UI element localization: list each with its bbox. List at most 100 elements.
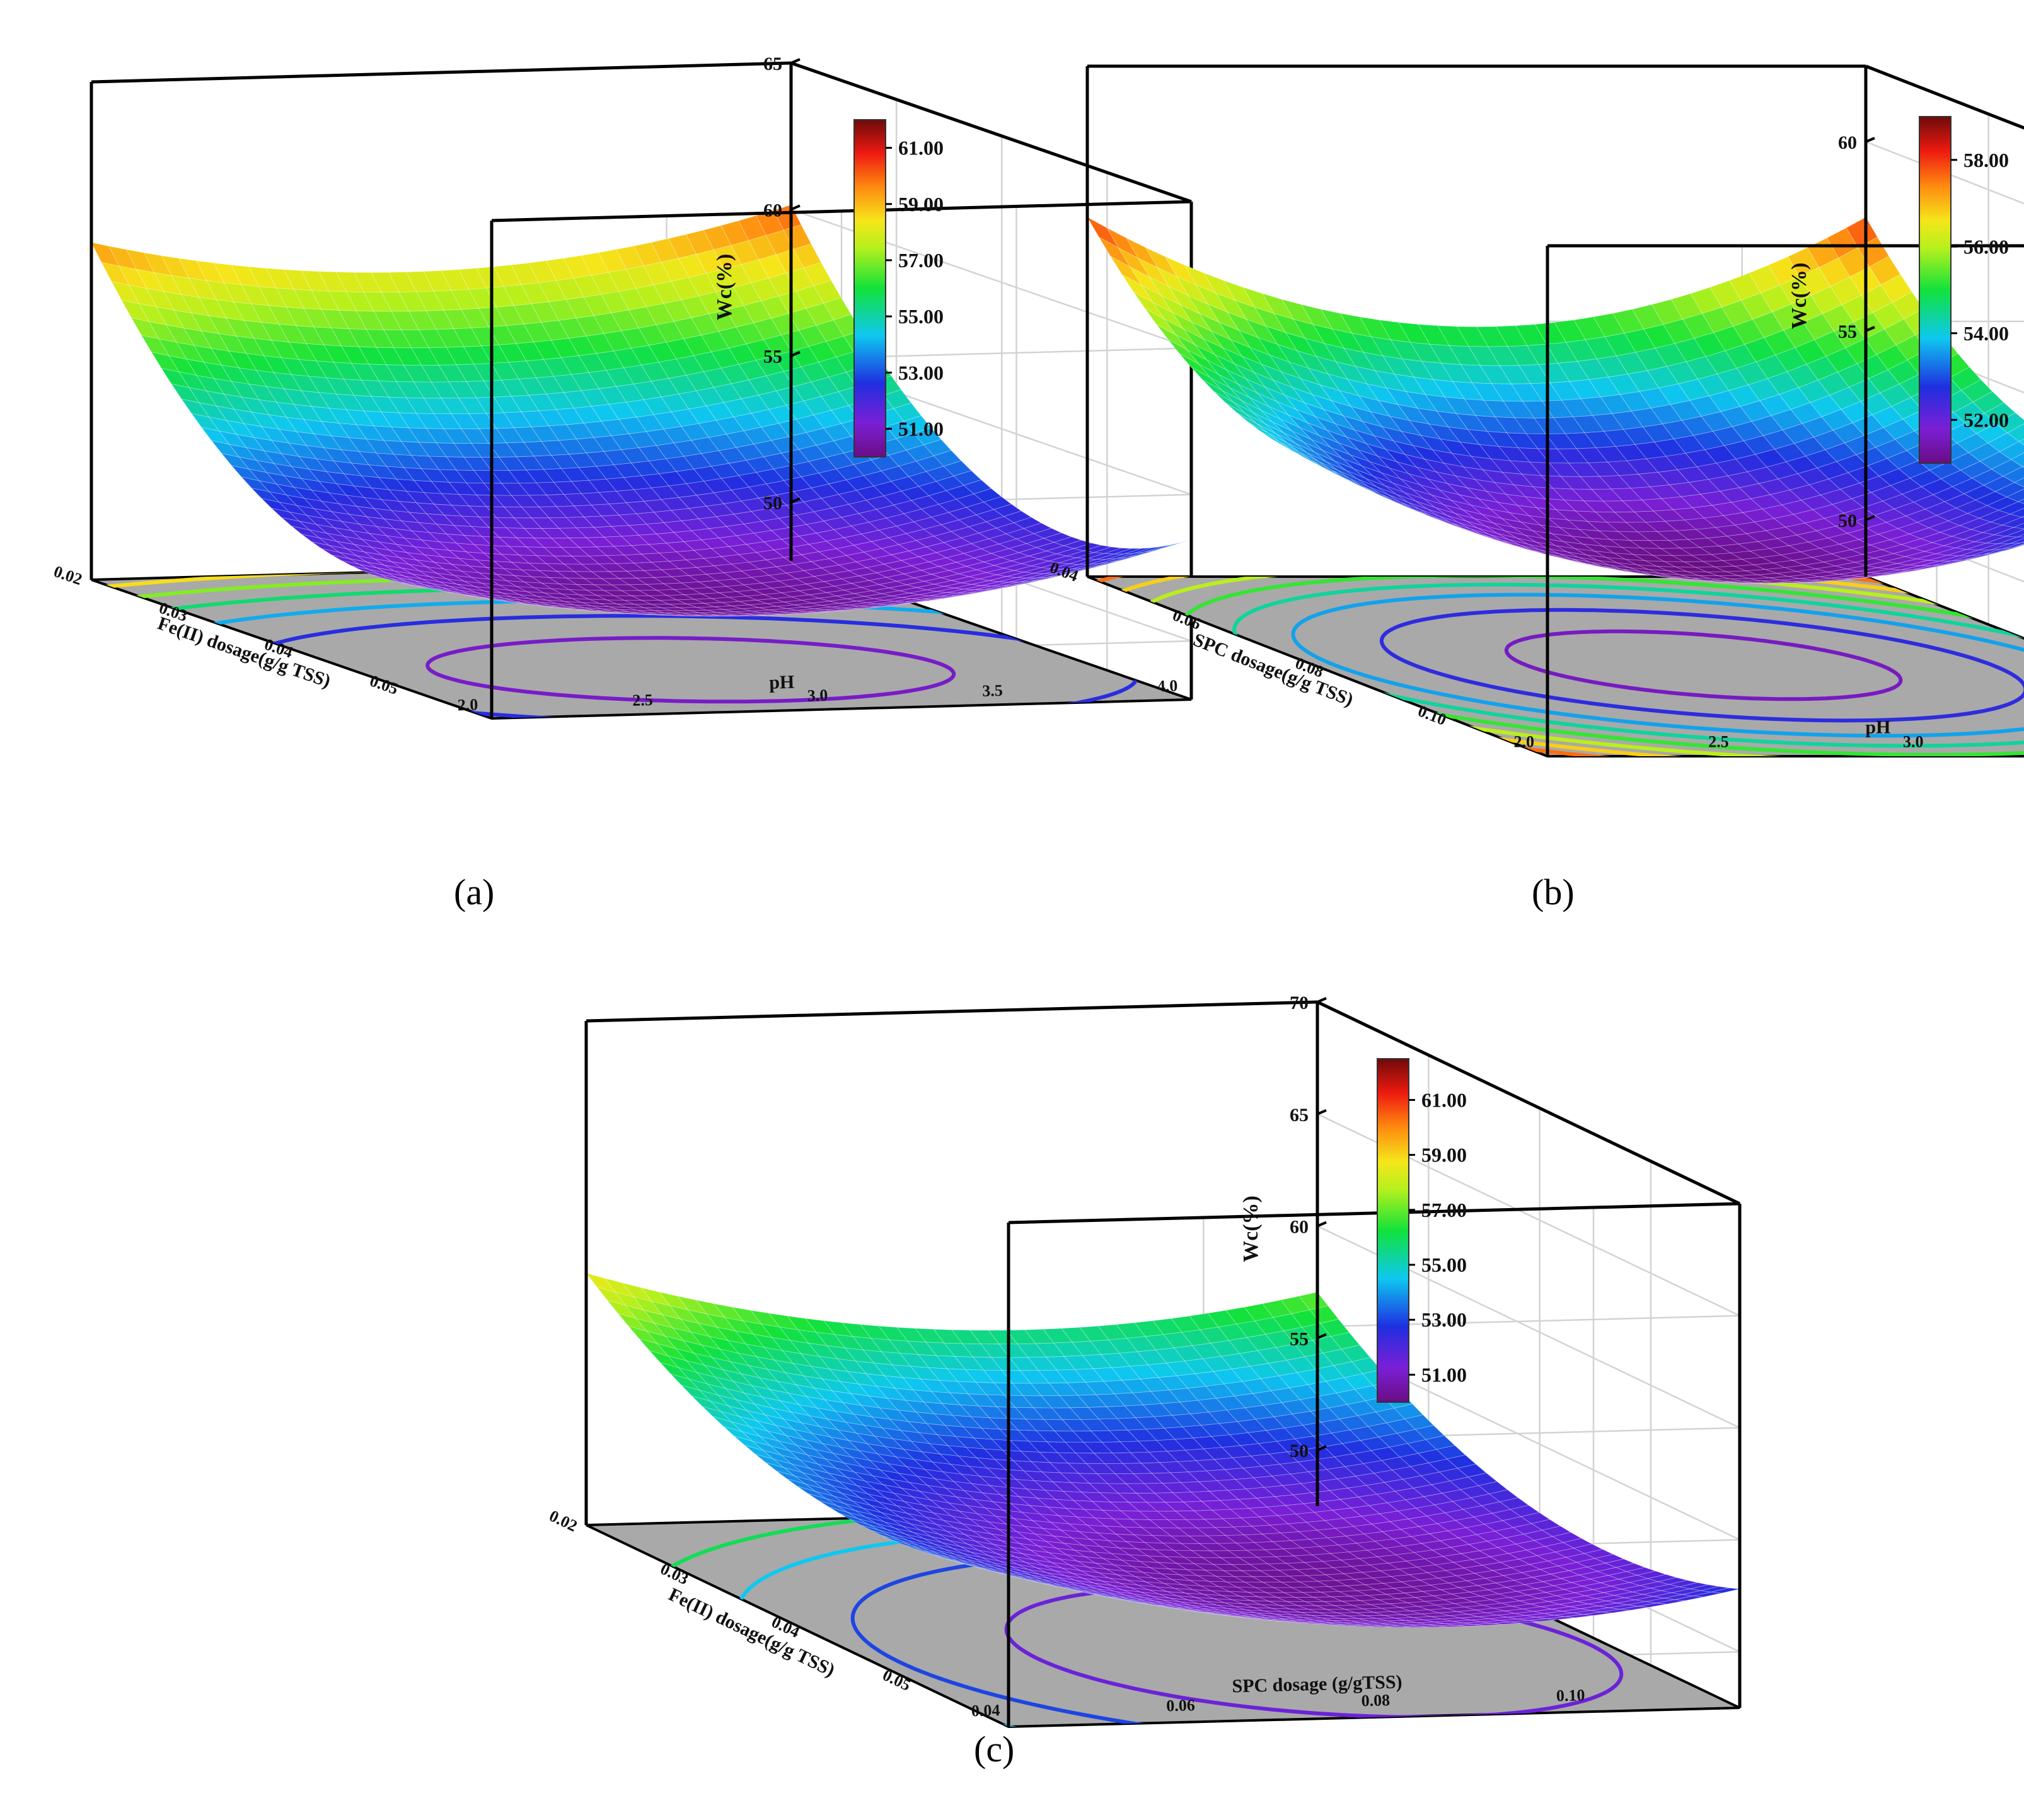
surface-facet — [436, 328, 465, 348]
surface-facet — [499, 584, 527, 592]
surface-facet — [1329, 469, 1362, 486]
surface-facet — [870, 537, 899, 549]
surface-facet — [523, 441, 552, 457]
surface-facet — [1108, 555, 1136, 563]
panel-caption: (b) — [1532, 872, 1575, 913]
surface-facet — [303, 308, 332, 328]
surface-facet — [1413, 376, 1445, 398]
surface-facet — [1303, 401, 1336, 425]
surface-facet — [708, 309, 737, 332]
surface-facet — [328, 544, 357, 556]
surface-facet — [793, 487, 822, 502]
surface-facet — [1887, 450, 1919, 469]
surface-facet — [1482, 469, 1515, 485]
surface-facet — [1183, 328, 1215, 355]
surface-facet — [1280, 418, 1312, 440]
surface-facet — [1880, 569, 1912, 574]
surface-facet — [1607, 460, 1639, 476]
z-tick — [1865, 515, 1875, 521]
surface-facet — [628, 431, 657, 448]
surface-facet — [1846, 217, 1878, 248]
surface-facet — [653, 510, 682, 523]
surface-facet — [1438, 1611, 1468, 1616]
z-tick-label: 65 — [763, 54, 782, 74]
surface-facet — [358, 346, 387, 366]
surface-facet — [374, 558, 402, 568]
surface-facet — [1667, 539, 1701, 549]
surface-facet — [1423, 1618, 1452, 1623]
surface-facet — [1716, 458, 1748, 476]
surface-facet — [293, 404, 322, 422]
surface-facet — [543, 357, 572, 377]
surface-facet — [584, 607, 612, 611]
surface-facet — [1564, 432, 1597, 449]
surface-facet — [323, 344, 352, 364]
surface-facet — [821, 391, 850, 411]
surface-facet — [823, 579, 852, 587]
surface-facet — [278, 323, 307, 344]
surface-facet — [163, 291, 192, 314]
x-tick-label: 0.02 — [546, 1506, 581, 1535]
surface-facet — [275, 287, 304, 309]
surface-facet — [268, 414, 298, 432]
surface-facet — [1187, 349, 1219, 375]
surface-facet — [1557, 1562, 1588, 1571]
surface-facet — [1611, 410, 1644, 430]
surface-facet — [1339, 313, 1372, 337]
surface-facet — [683, 453, 712, 469]
surface-facet — [391, 580, 419, 587]
surface-facet — [1024, 567, 1052, 574]
surface-facet — [1475, 415, 1508, 434]
surface-facet — [1300, 304, 1333, 330]
surface-facet — [1604, 1558, 1635, 1568]
surface-facet — [213, 262, 242, 285]
contour-line — [1291, 592, 2024, 738]
z-tick-label: 55 — [1838, 321, 1857, 342]
surface-facet — [1900, 565, 1932, 570]
surface-facet — [369, 569, 397, 578]
surface-facet — [398, 581, 427, 588]
surface-facet — [1658, 1577, 1687, 1585]
surface-facet — [1437, 1625, 1466, 1627]
surface-facet — [1662, 420, 1694, 440]
surface-facet — [1110, 255, 1142, 286]
surface-facet — [1932, 486, 1965, 502]
surface-facet — [1420, 435, 1453, 454]
surface-facet — [944, 582, 972, 589]
surface-facet — [1579, 476, 1612, 490]
surface-facet — [1248, 422, 1280, 442]
surface-facet — [250, 487, 280, 503]
surface-facet — [548, 299, 577, 321]
surface-facet — [2018, 438, 2024, 446]
z-tick — [790, 350, 801, 357]
surface-facet — [1218, 321, 1251, 348]
surface-facet — [1680, 493, 1713, 509]
surface-facet — [263, 450, 292, 467]
y-tick-label: 2.0 — [1513, 732, 1534, 751]
surface-facet — [1493, 481, 1526, 497]
response-surface — [91, 204, 1192, 617]
surface-facet — [1528, 515, 1561, 528]
surface-facet — [1613, 553, 1645, 561]
surface-facet — [1234, 299, 1267, 327]
surface-facet — [908, 546, 937, 557]
surface-facet — [338, 423, 367, 440]
surface-facet — [1271, 438, 1303, 457]
surface-facet — [461, 308, 490, 328]
surface-facet — [1032, 527, 1062, 539]
surface-facet — [1331, 400, 1363, 422]
surface-facet — [173, 309, 202, 331]
z-tick — [790, 497, 801, 504]
surface-facet — [2020, 541, 2024, 543]
top-left-edge — [586, 1000, 1318, 1023]
surface-facet — [1257, 393, 1288, 415]
surface-facet — [1194, 345, 1227, 370]
surface-facet — [903, 599, 932, 602]
surface-facet — [869, 604, 897, 607]
y-tick-label: 0.10 — [1556, 1686, 1585, 1705]
surface-facet — [1280, 371, 1313, 395]
surface-facet — [1133, 291, 1165, 320]
surface-facet — [233, 301, 262, 323]
surface-facet — [403, 364, 432, 383]
surface-facet — [1512, 527, 1544, 539]
